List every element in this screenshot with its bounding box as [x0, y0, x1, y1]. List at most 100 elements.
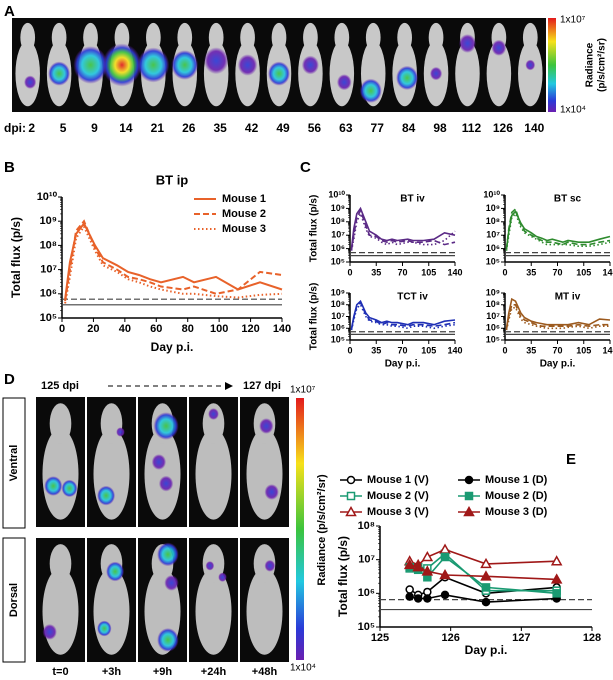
marker	[403, 558, 416, 570]
x-tick-label: 80	[182, 323, 194, 335]
signal	[116, 427, 125, 437]
signal	[429, 66, 443, 81]
chart-title: TCT iv	[397, 292, 428, 303]
mouse-head	[365, 22, 381, 53]
series-line	[64, 224, 283, 304]
y-tick-label: 10⁵	[358, 621, 375, 633]
x-tick-label: 105	[576, 267, 591, 277]
x-tick-label: 35	[526, 345, 536, 355]
y-tick-label: 10⁹	[40, 215, 57, 227]
marker	[421, 550, 434, 562]
mouse-body	[195, 428, 232, 520]
y-tick-label: 10⁷	[331, 311, 345, 321]
signal	[153, 412, 179, 440]
x-tick-label: 140	[273, 323, 291, 335]
signal	[157, 628, 179, 652]
mouse-body	[195, 568, 232, 655]
mouse-head	[83, 22, 98, 53]
time-label: +3h	[102, 666, 122, 678]
row-label-box	[2, 397, 26, 529]
signal	[157, 542, 179, 567]
time-label: t=0	[52, 666, 68, 678]
marker	[405, 592, 414, 601]
marker	[412, 561, 424, 572]
marker	[346, 491, 356, 501]
y-tick-label: 10⁶	[486, 243, 500, 253]
signal	[491, 39, 507, 56]
signal	[61, 479, 78, 498]
mouse-head	[428, 22, 444, 53]
panel-letter: D	[4, 371, 15, 388]
y-tick-label: 10¹⁰	[37, 191, 58, 203]
series-line	[350, 206, 456, 249]
x-tick-label: 70	[397, 345, 407, 355]
y-tick-label: 10⁶	[358, 587, 375, 599]
time-label: +9h	[153, 666, 173, 678]
y-tick-label: 10⁸	[358, 520, 375, 532]
dpi-label: 84	[402, 121, 416, 135]
mouse-head	[146, 22, 161, 53]
x-tick-label: 70	[552, 267, 562, 277]
series-line	[505, 306, 610, 331]
x-tick-label: 35	[371, 345, 381, 355]
marker	[480, 570, 492, 581]
signal	[73, 46, 108, 84]
x-tick-label: 120	[241, 323, 259, 335]
colorbar-max: 1x10⁷	[560, 15, 586, 26]
marker	[464, 491, 474, 501]
y-tick-label: 10⁷	[40, 264, 57, 276]
dpi-label: 63	[339, 121, 353, 135]
dpi-label: 56	[308, 121, 322, 135]
marker	[481, 597, 491, 607]
signal	[24, 75, 37, 89]
series-line	[64, 221, 283, 300]
mouse-body	[455, 40, 480, 107]
y-tick-label: 10⁸	[40, 239, 57, 251]
x-tick-label: 140	[602, 267, 613, 277]
x-axis-label: Day p.i.	[385, 359, 421, 370]
dpi-label: 126	[493, 121, 513, 135]
mouse-head	[49, 544, 72, 583]
marker	[440, 552, 450, 562]
chart-title: BT sc	[554, 194, 582, 205]
chart-title: BT iv	[400, 194, 425, 205]
signal	[137, 47, 170, 83]
mouse-head	[100, 403, 123, 444]
time-end: 127 dpi	[243, 380, 281, 392]
dpi-label: 77	[371, 121, 385, 135]
dpi-prefix: dpi:	[4, 121, 26, 135]
marker	[423, 594, 432, 603]
y-tick-label: 10⁹	[331, 287, 345, 297]
signal	[102, 43, 142, 87]
legend-label: Mouse 3 (D)	[485, 506, 548, 518]
legend-label: Mouse 1 (D)	[485, 474, 548, 486]
signal	[301, 55, 319, 75]
y-axis-label: Total flux (p/s)	[309, 283, 320, 351]
mouse-head	[177, 22, 193, 53]
marker	[346, 475, 356, 485]
series-line	[350, 208, 456, 251]
mouse-head	[334, 22, 350, 53]
row-label-box	[2, 537, 26, 663]
colorbar-max: 1x10⁷	[290, 385, 316, 396]
signal	[525, 59, 536, 71]
legend-label: Mouse 2	[222, 208, 266, 220]
series-line	[505, 209, 611, 249]
mouse-body	[246, 568, 283, 655]
x-tick-label: 0	[502, 267, 507, 277]
mouse-head	[397, 22, 412, 53]
mouse-head	[202, 403, 225, 444]
chart-title: BT ip	[156, 172, 189, 187]
y-tick-label: 10¹⁰	[483, 189, 500, 199]
dpi-label: 5	[60, 121, 67, 135]
legend-label: Mouse 2 (D)	[485, 490, 548, 502]
dpi-label: 2	[28, 121, 35, 135]
mouse-head	[522, 22, 538, 53]
marker	[413, 594, 423, 603]
time-start: 125 dpi	[41, 380, 79, 392]
series-line	[409, 548, 557, 566]
mouse-body	[518, 40, 543, 107]
signal	[267, 61, 291, 86]
mouse-body	[15, 40, 40, 107]
x-tick-label: 35	[371, 267, 381, 277]
